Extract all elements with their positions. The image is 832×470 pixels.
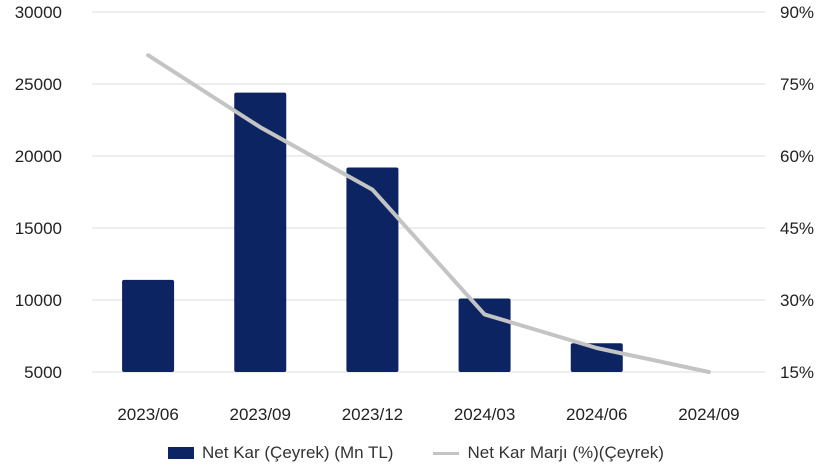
y-left-tick-label: 15000 (15, 219, 62, 238)
bar (458, 298, 511, 372)
x-tick-label: 2024/03 (454, 405, 515, 424)
left-axis-ticks: 5000 10000 15000 20000 25000 30000 (15, 3, 62, 382)
y-left-tick-label: 10000 (15, 291, 62, 310)
y-right-tick-label: 75% (780, 75, 814, 94)
x-tick-label: 2024/09 (678, 405, 739, 424)
bar (234, 92, 287, 372)
y-left-tick-label: 30000 (15, 3, 62, 22)
y-left-tick-label: 25000 (15, 75, 62, 94)
y-right-tick-label: 45% (780, 219, 814, 238)
legend-item-bars: Net Kar (Çeyrek) (Mn TL) (168, 443, 393, 463)
legend-line-label: Net Kar Marjı (%)(Çeyrek) (467, 443, 664, 462)
x-tick-label: 2024/06 (566, 405, 627, 424)
y-left-tick-label: 5000 (24, 363, 62, 382)
x-tick-label: 2023/09 (230, 405, 291, 424)
bar (346, 167, 399, 372)
x-axis-ticks: 2023/06 2023/09 2023/12 2024/03 2024/06 2024/… (117, 405, 739, 424)
right-axis-ticks: 15% 30% 45% 60% 75% 90% (780, 3, 814, 382)
bar (122, 279, 175, 372)
legend-item-line: Net Kar Marjı (%)(Çeyrek) (433, 443, 664, 463)
bar-series (122, 92, 623, 372)
x-tick-label: 2023/06 (117, 405, 178, 424)
y-left-tick-label: 20000 (15, 147, 62, 166)
y-right-tick-label: 90% (780, 3, 814, 22)
y-right-tick-label: 30% (780, 291, 814, 310)
legend: Net Kar (Çeyrek) (Mn TL) Net Kar Marjı (… (0, 440, 832, 466)
line-series (146, 53, 711, 374)
legend-bar-label: Net Kar (Çeyrek) (Mn TL) (202, 443, 394, 462)
y-right-tick-label: 15% (780, 363, 814, 382)
gridlines (92, 11, 765, 373)
x-tick-label: 2023/12 (342, 405, 403, 424)
line-path (146, 53, 711, 374)
legend-bar-swatch (168, 447, 195, 459)
y-right-tick-label: 60% (780, 147, 814, 166)
legend-line-swatch (433, 451, 460, 455)
